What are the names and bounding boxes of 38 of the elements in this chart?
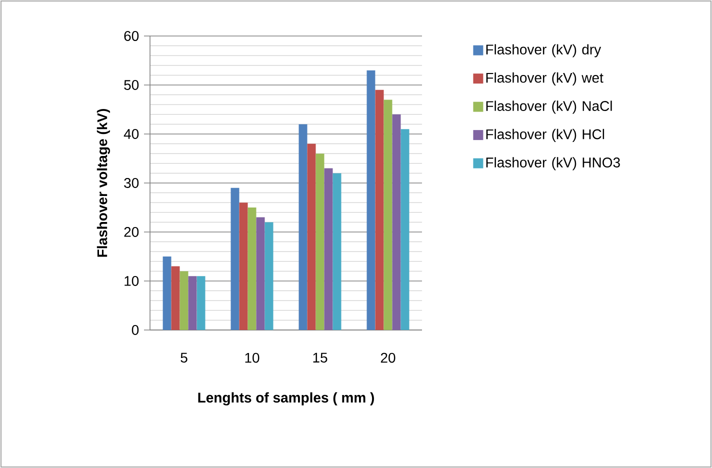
bar bbox=[239, 202, 248, 330]
y-tick-label: 0 bbox=[132, 325, 139, 335]
bar bbox=[375, 90, 384, 330]
legend-label: Flashover (kV) wet bbox=[486, 72, 604, 86]
bar bbox=[256, 217, 265, 330]
x-tick-label: 10 bbox=[245, 352, 260, 363]
bar bbox=[188, 276, 197, 330]
x-tick-label: 5 bbox=[180, 352, 188, 363]
bar bbox=[248, 207, 256, 330]
bar bbox=[230, 188, 240, 330]
bar bbox=[366, 70, 376, 330]
bar bbox=[384, 100, 392, 330]
y-tick-label: 30 bbox=[124, 178, 139, 188]
y-tick-label: 40 bbox=[124, 129, 139, 139]
legend-label: Flashover (kV) HCl bbox=[486, 128, 604, 142]
x-axis-title: Lenghts of samples ( mm ) bbox=[198, 392, 374, 406]
bar bbox=[324, 168, 333, 330]
y-tick-label: 60 bbox=[124, 31, 139, 41]
bar bbox=[332, 173, 342, 330]
y-axis-title: Flashover voltage (kV) bbox=[96, 109, 110, 257]
x-tick-label: 15 bbox=[313, 352, 328, 363]
bar bbox=[180, 271, 188, 330]
legend-label: Flashover (kV) dry bbox=[486, 44, 602, 58]
x-tick-label: 20 bbox=[380, 352, 396, 363]
legend-label: Flashover (kV) HNO3 bbox=[486, 157, 620, 170]
bar bbox=[316, 154, 324, 330]
bar bbox=[162, 256, 172, 330]
y-tick-label: 10 bbox=[124, 276, 139, 286]
bar bbox=[298, 124, 308, 330]
bar bbox=[196, 276, 206, 330]
y-tick-label: 20 bbox=[124, 227, 139, 237]
legend-label: Flashover (kV) NaCl bbox=[486, 100, 612, 114]
bar bbox=[307, 144, 316, 330]
bar bbox=[400, 129, 410, 330]
bar bbox=[392, 114, 401, 330]
bar bbox=[264, 222, 274, 330]
bar bbox=[171, 266, 180, 330]
y-tick-label: 50 bbox=[124, 80, 139, 90]
